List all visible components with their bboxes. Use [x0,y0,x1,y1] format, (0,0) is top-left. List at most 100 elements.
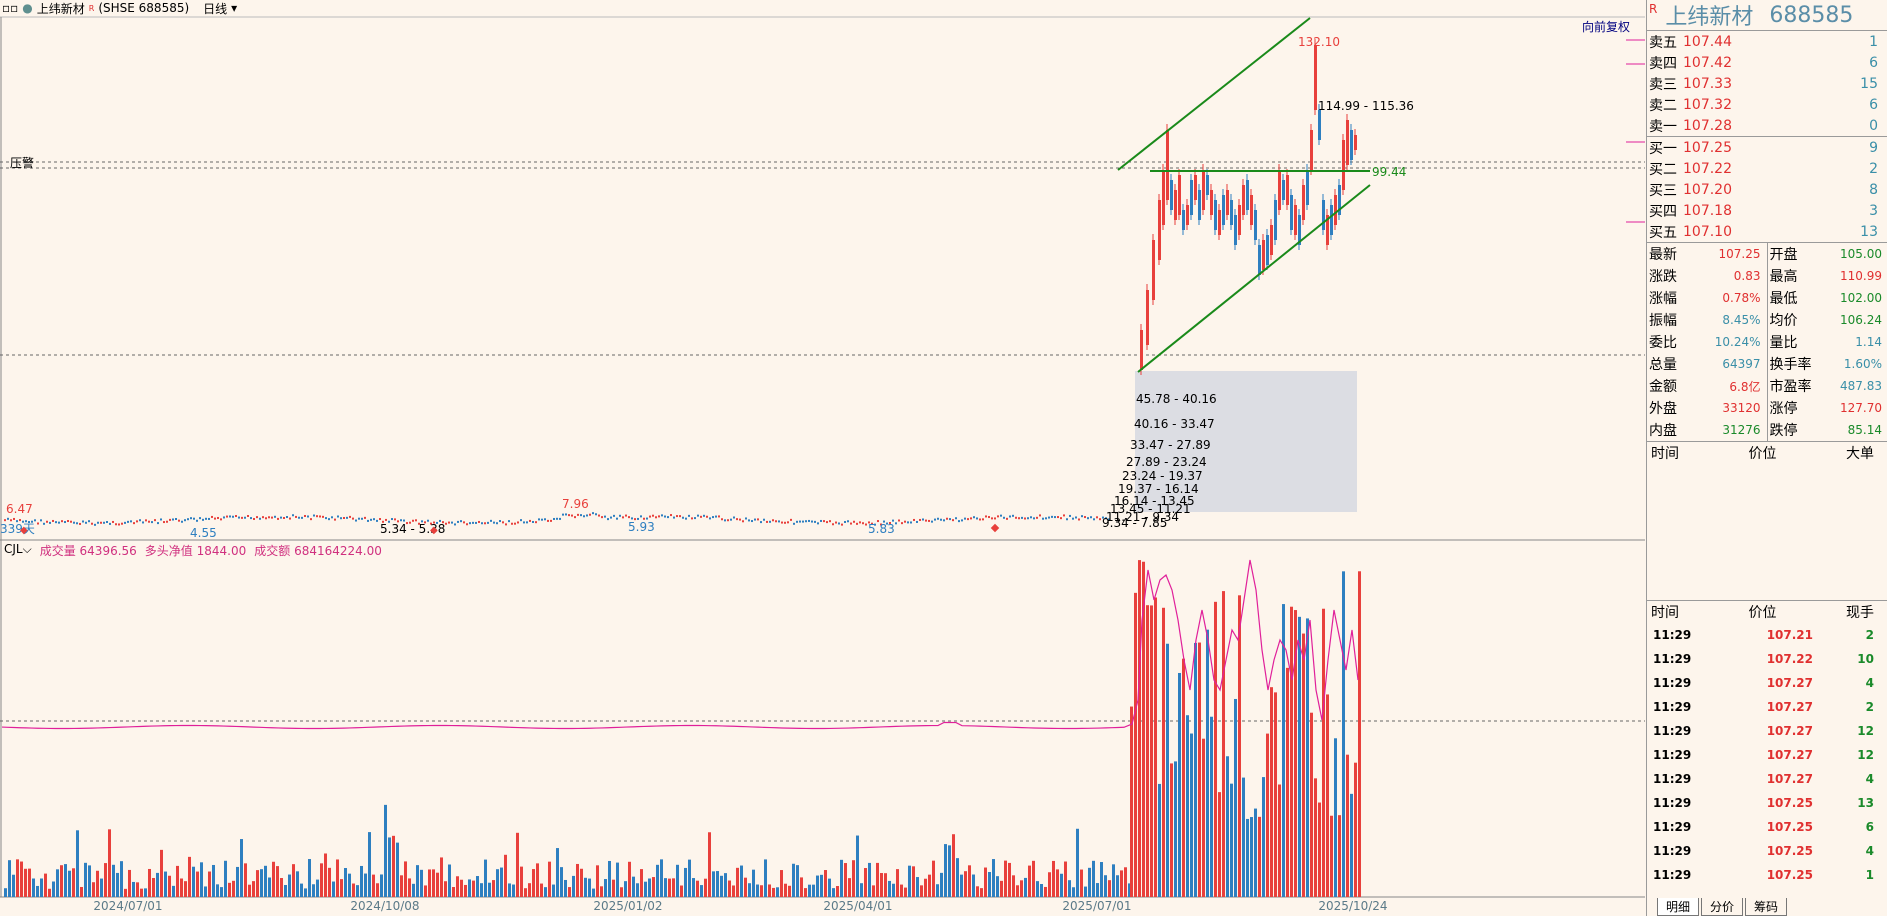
volume-bar [708,832,711,897]
candle [1330,205,1333,235]
candle [757,518,759,521]
volume-bar [640,869,643,897]
volume-bar [96,870,99,897]
candle [424,521,426,524]
volume-bar [796,865,799,897]
tab-price[interactable]: 分价 [1701,898,1744,916]
forward-adjust-button[interactable]: 向前复权 [1582,20,1631,34]
volume-bar [428,869,431,897]
volume-bar [1178,672,1181,897]
period-select[interactable]: 日线 [203,1,228,16]
candle [946,517,948,520]
bid-row[interactable]: 买五 107.10 13 [1647,221,1887,242]
volume-bar [396,842,399,897]
candle [736,518,738,521]
left-low-label: 6.47 [6,502,33,516]
volume-bar [1234,698,1237,897]
candle [1000,514,1002,517]
candle [187,518,189,521]
candle [868,521,870,524]
candle [301,516,303,519]
candle [1194,175,1197,200]
stat-value: 85.14 [1847,423,1882,437]
ask-row[interactable]: 卖三 107.33 15 [1647,73,1887,94]
tick-time: 11:29 [1653,796,1692,810]
status-dot-icon: ● [22,1,33,15]
candle [313,514,315,517]
candle [925,519,927,522]
volume-bar [296,871,299,897]
candle [502,521,504,524]
stat-key: 外盘 [1649,401,1677,417]
candle [277,517,279,520]
candle [244,516,246,519]
ask-row[interactable]: 卖一 107.28 0 [1647,115,1887,136]
volume-bar [960,874,963,897]
candle [1099,518,1101,521]
marker: ◆ [430,525,438,536]
stat-key: 跌停 [1769,423,1798,439]
candle [130,520,132,523]
volume-bar [1032,860,1035,897]
stat-key: 涨停 [1769,401,1798,417]
tick-qty: 2 [1865,700,1874,714]
candle [10,519,12,522]
bid-row[interactable]: 买三 107.20 8 [1647,179,1887,200]
candle [1190,180,1193,215]
candle [361,517,363,520]
volume-bar [320,863,323,897]
candle [316,515,318,518]
candle [859,521,861,524]
chart-area[interactable]: ▫▫ ● 上纬新材 R (SHSE 688585) 日线 ▾ 向前复权 45.78 … [0,0,1645,916]
window-controls-icon[interactable]: ▫▫ [2,1,19,15]
volume-bar [676,864,679,897]
tab-chips[interactable]: 筹码 [1745,898,1788,916]
volume-bar [472,880,475,897]
volume-bar [632,876,635,897]
big-order-list [1647,464,1887,600]
volume-bar [92,882,95,897]
candle [721,518,723,521]
volume-bar [480,883,483,897]
volume-bar [1322,608,1325,897]
volume-bar [1358,571,1361,897]
volume-bar [408,878,411,897]
stat-cell: 最新 107.25 [1647,243,1768,265]
volume-bar [1354,762,1357,897]
bid-row[interactable]: 买四 107.18 3 [1647,200,1887,221]
ask-row[interactable]: 卖五 107.44 1 [1647,31,1887,52]
volume-bar [376,883,379,897]
candle [745,517,747,520]
candle [394,518,396,521]
tab-detail[interactable]: 明细 [1657,898,1700,916]
candle [4,519,6,522]
volume-bar [272,861,275,897]
ask-row[interactable]: 卖四 107.42 6 [1647,52,1887,73]
ask-price: 107.44 [1683,33,1732,50]
volume-bar [564,879,567,897]
candle [397,520,399,523]
volume-bar [1166,643,1169,897]
candle [874,523,876,526]
volume-bar [1158,783,1161,897]
indicator-select[interactable]: CJL⌵ [4,542,32,556]
ask-volume: 1 [1869,33,1878,50]
candle [1009,515,1011,518]
flag-r: R [1649,2,1658,16]
candle [43,522,45,525]
volume-bar [196,871,199,897]
candle [58,521,60,524]
candle [826,521,828,524]
bid-list: 买一 107.25 9 买二 107.22 2 买三 107.20 8 买四 107.18 3 买五 10… [1647,137,1887,242]
stock-title: 上纬新材 [36,1,85,16]
bid-row[interactable]: 买二 107.22 2 [1647,158,1887,179]
volume-bar [848,878,851,897]
candle [1158,200,1161,260]
candle [907,521,909,524]
chevron-down-icon[interactable]: ▾ [231,1,238,15]
ask-row[interactable]: 卖二 107.32 6 [1647,94,1887,115]
volume-bar [572,875,575,897]
candle [589,513,591,516]
bid-row[interactable]: 买一 107.25 9 [1647,137,1887,158]
volume-bar [996,876,999,897]
